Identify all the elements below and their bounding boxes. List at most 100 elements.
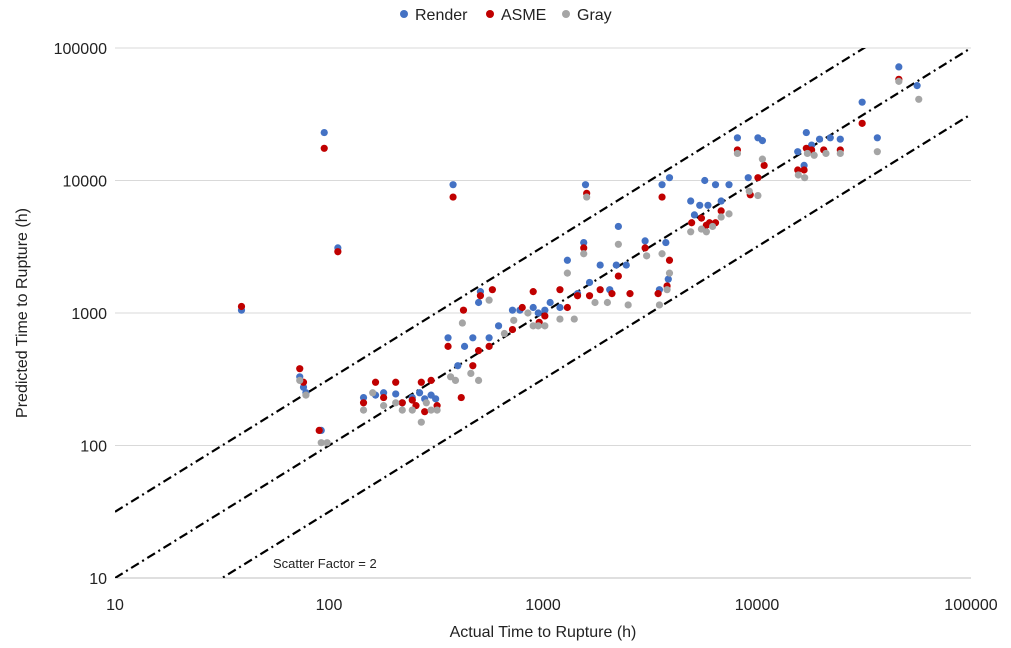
legend-marker-render xyxy=(400,10,408,18)
data-point-gray xyxy=(758,155,767,163)
data-point-asme xyxy=(444,342,452,350)
data-point-render xyxy=(612,261,620,269)
data-point-render xyxy=(687,197,695,205)
legend-marker-asme xyxy=(486,10,494,18)
data-point-render xyxy=(494,322,503,330)
data-point-asme xyxy=(754,174,762,182)
data-points xyxy=(237,63,923,447)
legend-marker-gray xyxy=(562,10,570,18)
data-point-gray xyxy=(534,322,542,330)
data-point-asme xyxy=(380,393,388,402)
data-point-render xyxy=(696,201,704,209)
data-point-render xyxy=(733,134,742,142)
data-point-render xyxy=(873,134,881,142)
data-point-asme xyxy=(508,325,517,334)
data-point-asme xyxy=(417,378,425,386)
data-point-asme xyxy=(585,292,594,300)
data-point-render xyxy=(563,256,571,264)
data-point-render xyxy=(541,306,549,314)
data-point-asme xyxy=(529,288,537,296)
data-point-gray xyxy=(663,286,671,294)
data-point-gray xyxy=(822,149,830,158)
data-point-gray xyxy=(702,228,710,236)
data-point-gray xyxy=(458,319,466,327)
data-point-asme xyxy=(237,302,246,311)
y-tick-label: 10000 xyxy=(63,174,108,191)
data-point-gray xyxy=(541,322,549,330)
data-point-render xyxy=(622,261,630,269)
data-point-asme xyxy=(474,347,483,355)
data-point-gray xyxy=(717,213,725,221)
data-point-gray xyxy=(810,151,818,159)
data-point-render xyxy=(454,362,462,370)
reference-line-2 xyxy=(219,113,971,578)
data-point-gray xyxy=(500,329,508,338)
data-point-gray xyxy=(398,406,406,414)
data-point-gray xyxy=(474,376,483,384)
data-point-render xyxy=(815,135,824,143)
data-point-gray xyxy=(801,174,809,182)
data-point-gray xyxy=(745,187,753,195)
data-point-asme xyxy=(541,312,549,320)
data-point-render xyxy=(320,128,328,137)
data-point-render xyxy=(585,278,594,287)
data-point-asme xyxy=(556,286,564,294)
data-point-asme xyxy=(717,207,725,215)
data-point-asme xyxy=(665,256,674,264)
scatter-factor-annotation: Scatter Factor = 2 xyxy=(273,556,377,571)
data-point-gray xyxy=(915,95,923,103)
data-point-render xyxy=(614,222,622,231)
data-point-gray xyxy=(591,298,599,307)
data-point-asme xyxy=(658,193,666,201)
data-point-asme xyxy=(408,396,416,404)
reference-lines xyxy=(115,48,971,578)
data-point-asme xyxy=(614,272,622,280)
data-point-render xyxy=(758,137,767,145)
data-point-asme xyxy=(488,286,496,294)
data-point-render xyxy=(432,395,440,403)
data-point-asme xyxy=(315,426,323,435)
data-point-render xyxy=(701,176,709,185)
y-tick-label: 100000 xyxy=(54,41,107,58)
data-point-asme xyxy=(580,244,588,252)
data-point-render xyxy=(664,275,672,283)
data-point-asme xyxy=(573,292,582,300)
data-point-gray xyxy=(563,269,571,277)
data-point-render xyxy=(711,181,720,189)
data-point-gray xyxy=(524,309,532,317)
x-axis-title: Actual Time to Rupture (h) xyxy=(450,624,637,641)
data-point-gray xyxy=(794,171,802,179)
data-point-asme xyxy=(427,376,435,384)
data-point-gray xyxy=(323,439,331,447)
data-point-render xyxy=(596,261,604,269)
data-point-asme xyxy=(392,378,400,386)
data-point-gray xyxy=(708,222,717,231)
data-point-render xyxy=(485,334,493,342)
data-point-gray xyxy=(583,193,591,201)
data-point-render xyxy=(858,98,866,106)
data-point-render xyxy=(744,174,752,182)
data-point-asme xyxy=(449,193,457,201)
y-axis: 10 100 1000 10000 100000 xyxy=(54,41,107,588)
data-point-render xyxy=(704,201,712,209)
data-point-gray xyxy=(614,240,622,248)
data-point-asme xyxy=(334,248,342,256)
data-point-asme xyxy=(371,378,380,386)
data-point-render xyxy=(556,303,564,312)
data-point-gray xyxy=(427,406,435,414)
data-point-asme xyxy=(654,290,662,298)
reference-line-1 xyxy=(115,48,867,513)
legend-label-gray: Gray xyxy=(577,7,612,24)
data-point-asme xyxy=(563,303,571,312)
data-point-render xyxy=(546,298,554,307)
data-point-render xyxy=(469,334,477,342)
data-point-gray xyxy=(655,301,664,309)
data-point-gray xyxy=(580,250,588,258)
data-point-gray xyxy=(873,148,881,156)
data-point-render xyxy=(913,82,921,90)
data-point-render xyxy=(580,238,588,247)
y-tick-label: 10 xyxy=(89,571,107,588)
data-point-gray xyxy=(556,315,564,323)
x-tick-label: 10 xyxy=(106,597,124,614)
data-point-render xyxy=(826,134,834,142)
